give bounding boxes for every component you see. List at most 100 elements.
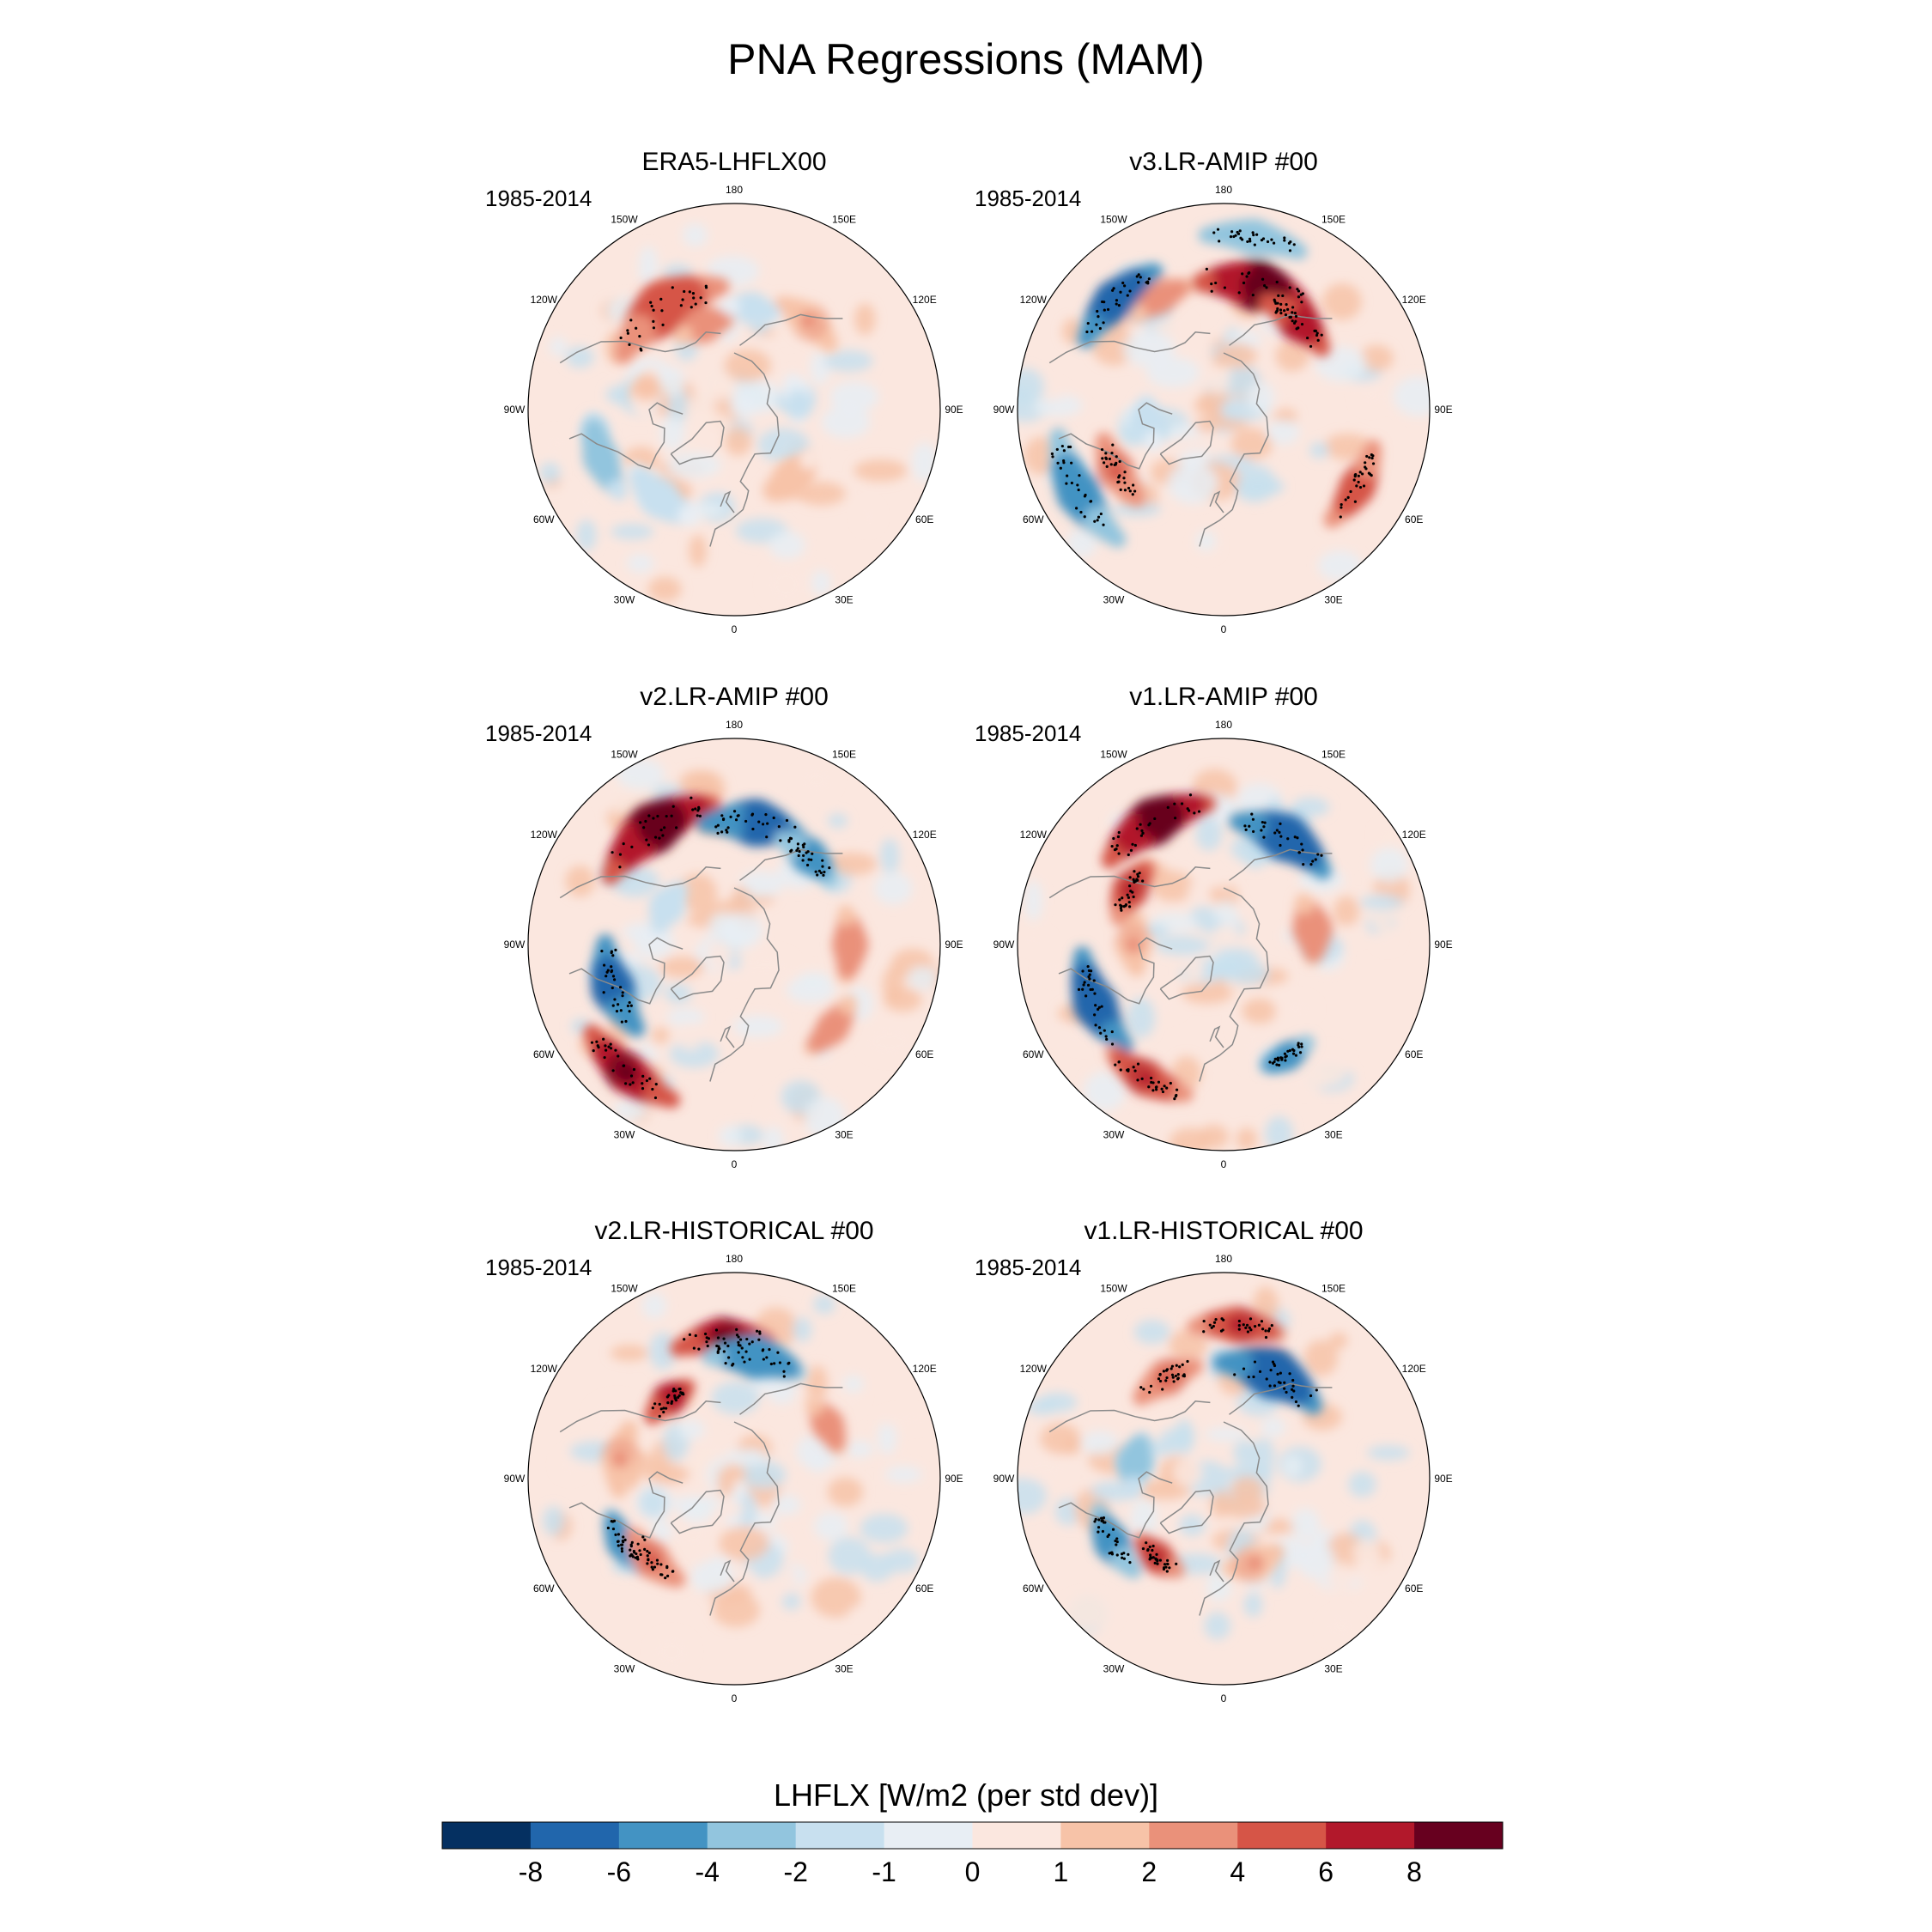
stipple-dot: [1100, 447, 1104, 452]
stipple-dot: [816, 873, 819, 877]
noise-patch: [1062, 1595, 1116, 1631]
stipple-dot: [1273, 1384, 1277, 1388]
anomaly-core: [1151, 290, 1167, 307]
stipple-dot: [1277, 1063, 1281, 1067]
noise-patch: [1318, 550, 1362, 581]
panel-title: v3.LR-AMIP #00: [1129, 148, 1318, 176]
stipple-dot: [768, 1348, 771, 1352]
stipple-dot: [1241, 272, 1244, 276]
anomaly-blob: [1229, 812, 1247, 830]
stipple-dot: [766, 822, 769, 825]
stipple-dot: [1149, 1384, 1153, 1388]
stipple-dot: [1288, 286, 1291, 289]
noise-patch: [1347, 1471, 1376, 1498]
anomaly-blob: [651, 917, 668, 933]
stipple-dot: [1283, 1381, 1286, 1384]
anomaly-core: [741, 808, 770, 837]
stipple-dot: [1148, 1545, 1151, 1549]
coastline: [1229, 1382, 1333, 1415]
stipple-dot: [1136, 872, 1139, 876]
stipple-dot: [1104, 1035, 1108, 1038]
noise-patch: [878, 1419, 897, 1455]
stipple-dot: [1111, 443, 1115, 447]
noise-patch: [674, 1517, 713, 1552]
anomaly-blob: [611, 483, 628, 501]
stipple-dot: [641, 1082, 644, 1085]
stipple-dot: [1340, 503, 1343, 507]
anomaly-blob: [670, 1340, 687, 1357]
stipple-dot: [1218, 240, 1221, 243]
noise-patch: [1315, 346, 1367, 382]
colorbar-bin: [1414, 1822, 1504, 1849]
stipple-dot: [1370, 453, 1373, 457]
noise-patch: [1376, 924, 1399, 948]
noise-patch: [821, 405, 871, 439]
noise-patch: [1165, 436, 1216, 452]
longitude-label: 30E: [1324, 594, 1342, 606]
stipple-dot: [1364, 465, 1367, 469]
stipple-dot: [619, 1009, 623, 1012]
noise-patch: [565, 346, 594, 368]
stipple-dot: [615, 1010, 619, 1013]
noise-patch: [1275, 340, 1309, 372]
stipple-dot: [1301, 292, 1304, 295]
noise-patch: [1235, 476, 1285, 497]
coastline: [568, 1471, 683, 1539]
stipple-dot: [1077, 488, 1080, 492]
stipple-dot: [1297, 326, 1300, 330]
noise-patch: [614, 1098, 648, 1121]
stipple-dot: [1132, 1066, 1135, 1069]
longitude-label: 60E: [915, 1583, 933, 1595]
anomaly-blob: [683, 508, 700, 526]
coastline: [670, 420, 725, 465]
stipple-dot: [1126, 893, 1129, 896]
stipple-dot: [1172, 1380, 1176, 1383]
stipple-dot: [1092, 979, 1096, 982]
stipple-dot: [1252, 829, 1255, 834]
stipple-dot: [617, 1540, 620, 1543]
stipple-dot: [1291, 311, 1294, 314]
stipple-dot: [602, 991, 605, 994]
anomaly-blob: [664, 1091, 681, 1109]
stipple-dot: [1085, 330, 1089, 334]
polar-map: 180 150E 120E 90E 60E 30E 0 30W 60W 90W 120W 150W: [993, 719, 1453, 1170]
stipple-dot: [1100, 1516, 1103, 1520]
polar-map: 180 150E 120E 90E 60E 30E 0 30W 60W 90W 120W 150W: [504, 184, 963, 635]
stipple-dot: [1093, 519, 1097, 523]
stipple-dot: [802, 854, 805, 858]
stipple-dot: [1156, 1559, 1159, 1563]
noise-patch: [707, 937, 733, 970]
stipple-dot: [1244, 1326, 1248, 1329]
stipple-dot: [643, 1547, 647, 1551]
stipple-dot: [1260, 1320, 1264, 1323]
longitude-label: 180: [1215, 719, 1232, 731]
map-field: [1018, 204, 1430, 616]
stipple-dot: [1251, 293, 1255, 297]
stipple-dot: [1097, 1005, 1101, 1009]
stipple-dot: [620, 1550, 624, 1553]
stipple-dot: [1163, 1084, 1166, 1088]
stipple-dot: [817, 869, 821, 872]
stipple-dot: [1285, 1390, 1288, 1394]
stipple-dot: [1151, 1089, 1155, 1092]
stipple-dot: [642, 826, 646, 829]
stipple-dot: [721, 817, 726, 822]
stipple-dot: [647, 814, 651, 817]
longitude-label: 120E: [913, 294, 937, 306]
noise-patch: [884, 987, 922, 1012]
anomaly-core: [1227, 1315, 1247, 1334]
stipple-dot: [1132, 895, 1135, 899]
stipple-dot: [724, 1362, 727, 1365]
stipple-dot: [1095, 323, 1098, 326]
noise-patch: [1084, 1072, 1126, 1111]
anomaly-blob: [1077, 331, 1094, 349]
stipple-dot: [1112, 287, 1115, 290]
longitude-label: 60W: [533, 1583, 555, 1595]
colorbar-tick-label: -4: [696, 1856, 720, 1887]
stipple-dot: [681, 298, 684, 301]
polar-map: 180 150E 120E 90E 60E 30E 0 30W 60W 90W 120W 150W: [504, 1253, 963, 1704]
stipple-dot: [639, 1552, 642, 1557]
noise-patch: [1230, 1475, 1264, 1505]
stipple-dot: [653, 1402, 657, 1406]
stipple-dot: [647, 843, 651, 847]
